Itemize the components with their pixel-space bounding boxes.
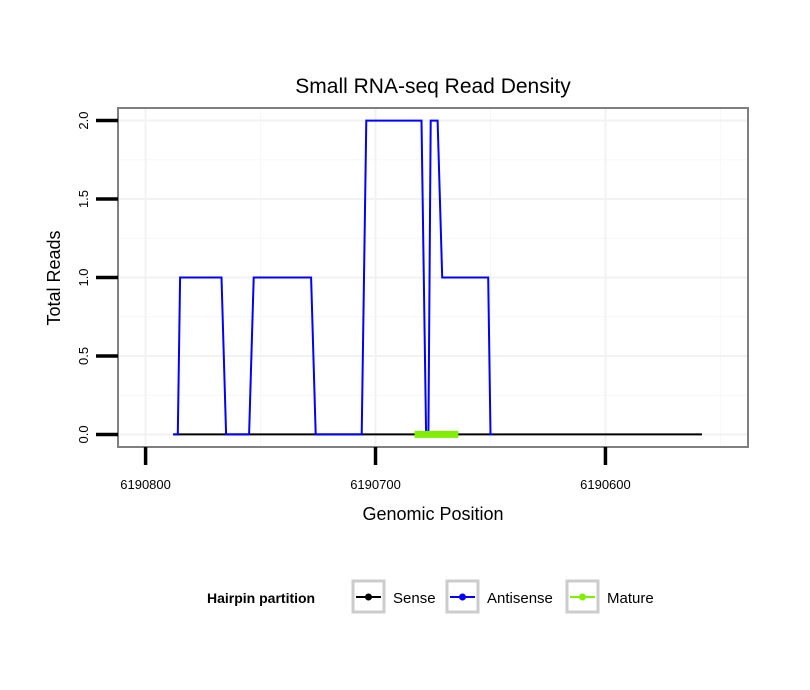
legend-label: Mature <box>607 590 654 607</box>
y-tick-label: 1.5 <box>76 190 91 208</box>
x-axis: 6190800 6190700 6190600 <box>120 447 631 492</box>
legend-title: Hairpin partition <box>207 590 315 606</box>
legend-key-point <box>365 593 372 601</box>
grid-lines <box>118 108 748 447</box>
legend-key-point <box>459 593 466 601</box>
x-tick-label: 6190700 <box>350 477 401 492</box>
legend-key-point <box>579 593 586 601</box>
series-layer <box>173 119 702 438</box>
x-tick-label: 6190600 <box>580 477 631 492</box>
y-axis: 0.0 0.5 1.0 1.5 2.0 <box>76 112 118 443</box>
x-axis-label: Genomic Position <box>362 504 503 524</box>
y-tick-label: 1.0 <box>76 268 91 286</box>
series-line-antisense <box>173 119 493 436</box>
legend-item-mature: Mature <box>565 579 654 614</box>
legend: Hairpin partition Sense Antisense Mature <box>207 579 654 614</box>
x-tick-label: 6190800 <box>120 477 171 492</box>
y-axis-label: Total Reads <box>44 230 64 325</box>
legend-label: Sense <box>393 590 436 607</box>
legend-label: Antisense <box>487 590 553 607</box>
chart-title: Small RNA-seq Read Density <box>295 75 571 98</box>
y-tick-label: 0.0 <box>76 425 91 443</box>
y-tick-label: 2.0 <box>76 112 91 130</box>
legend-item-antisense: Antisense <box>445 579 553 614</box>
legend-item-sense: Sense <box>351 579 436 614</box>
y-tick-label: 0.5 <box>76 347 91 365</box>
